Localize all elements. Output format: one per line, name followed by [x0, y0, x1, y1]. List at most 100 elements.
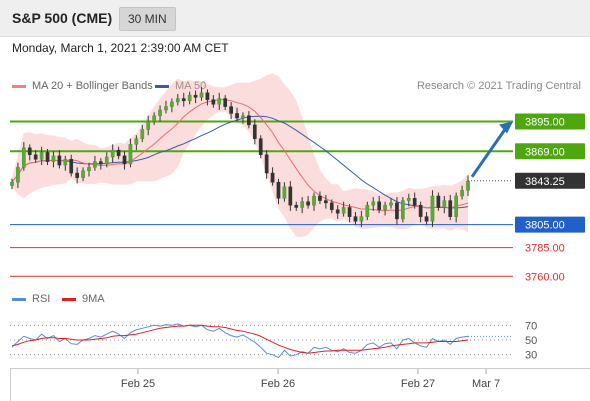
legend-ma50: MA 50: [155, 80, 206, 92]
header-bar: S&P 500 (CME) 30 MIN: [0, 0, 590, 37]
current-price-tag: [515, 172, 585, 189]
ma9-swatch: [62, 297, 76, 301]
candle-body: [306, 201, 310, 206]
candle-body: [122, 155, 127, 165]
candle-body: [282, 186, 287, 199]
candle-body: [116, 149, 121, 157]
ma20-line: [11, 99, 469, 212]
candle-body: [353, 216, 358, 222]
candle-body: [335, 209, 340, 214]
legend-rsi: RSI: [12, 293, 50, 305]
candle-body: [324, 200, 328, 204]
candle-body: [33, 154, 38, 160]
rsi-series-9MA: [11, 324, 469, 354]
candle-body: [418, 204, 423, 217]
candlesticks: [10, 87, 470, 227]
candle-body: [377, 201, 382, 211]
candle-body: [193, 94, 198, 98]
candle-body: [181, 98, 186, 102]
candle-body: [454, 195, 459, 217]
candle-body: [187, 94, 192, 102]
candle-body: [460, 190, 464, 197]
projection-arrow-shaft: [470, 125, 509, 178]
level-label-3895.00: 3895.00: [525, 116, 565, 128]
level-label-3760.00: 3760.00: [525, 271, 565, 283]
candle-body: [359, 216, 364, 222]
candle-body: [365, 204, 370, 217]
candle-body: [104, 156, 109, 165]
candle-body: [241, 115, 245, 119]
candle-body: [63, 159, 68, 166]
candle-body: [199, 92, 204, 98]
candle-body: [401, 200, 405, 220]
candle-body: [57, 155, 62, 166]
candle-body: [312, 195, 316, 206]
candle-body: [140, 129, 145, 139]
candle-body: [93, 161, 97, 168]
candle-body: [158, 109, 162, 116]
legend-rsi-label: RSI: [32, 293, 51, 305]
candle-body: [39, 152, 44, 160]
candle-body: [87, 167, 91, 172]
candle-body: [383, 204, 387, 211]
legend-ma50-label: MA 50: [175, 80, 207, 92]
level-tag-3805.00: [515, 216, 585, 233]
candle-body: [152, 115, 156, 122]
time-axis-frame: [10, 368, 590, 401]
candle-body: [247, 115, 251, 126]
projection-arrow-head: [499, 121, 513, 134]
candle-body: [223, 98, 228, 107]
candle-body: [288, 186, 293, 206]
legend-9ma-label: 9MA: [82, 293, 105, 305]
instrument-title: S&P 500 (CME): [12, 10, 113, 26]
candle-body: [69, 159, 74, 174]
candle-body: [448, 200, 453, 217]
candle-body: [252, 124, 257, 139]
candle-body: [21, 147, 26, 168]
candle-body: [264, 154, 269, 174]
candle-body: [430, 195, 435, 222]
level-label-3785.00: 3785.00: [525, 243, 565, 255]
candle-body: [128, 144, 133, 165]
x-tick-Mar 7: Mar 7: [472, 378, 500, 390]
credit-text: Research © 2021 Trading Central: [416, 80, 581, 92]
bollinger-band: [12, 73, 468, 238]
current-price-label: 3843.25: [525, 176, 565, 188]
rsi-swatch: [12, 297, 26, 301]
candle-body: [424, 216, 429, 222]
legend-9ma: 9MA: [62, 293, 105, 305]
candle-body: [217, 98, 222, 105]
candle-body: [300, 201, 305, 208]
candle-body: [211, 99, 216, 105]
candle-body: [329, 202, 334, 211]
candle-body: [170, 101, 174, 107]
candle-body: [205, 92, 210, 100]
timestamp: Monday, March 1, 2021 2:39:00 AM CET: [12, 41, 229, 55]
candle-body: [81, 170, 85, 178]
ma50-swatch: [155, 84, 169, 88]
level-label-3805.00: 3805.00: [525, 220, 565, 232]
candle-body: [27, 147, 32, 155]
candle-body: [395, 202, 399, 220]
candle-body: [75, 172, 79, 178]
candle-body: [146, 121, 151, 130]
timeframe-button[interactable]: 30 MIN: [119, 7, 176, 31]
candle-body: [235, 113, 239, 119]
candle-body: [347, 207, 352, 217]
candle-body: [175, 98, 180, 103]
candle-body: [466, 180, 470, 191]
candle-body: [436, 195, 441, 208]
candle-body: [258, 138, 263, 155]
candle-body: [341, 207, 346, 214]
rsi-tick-50: 50: [525, 335, 537, 347]
candle-body: [318, 195, 322, 201]
candle-body: [371, 201, 376, 206]
legend-ma20-label: MA 20 + Bollinger Bands: [32, 80, 153, 92]
candle-body: [164, 106, 168, 111]
rsi-tick-70: 70: [525, 320, 537, 332]
candle-body: [134, 138, 139, 145]
x-tick-Feb 25: Feb 25: [121, 378, 155, 390]
candle-body: [442, 200, 447, 208]
x-tick-Feb 27: Feb 27: [401, 378, 435, 390]
